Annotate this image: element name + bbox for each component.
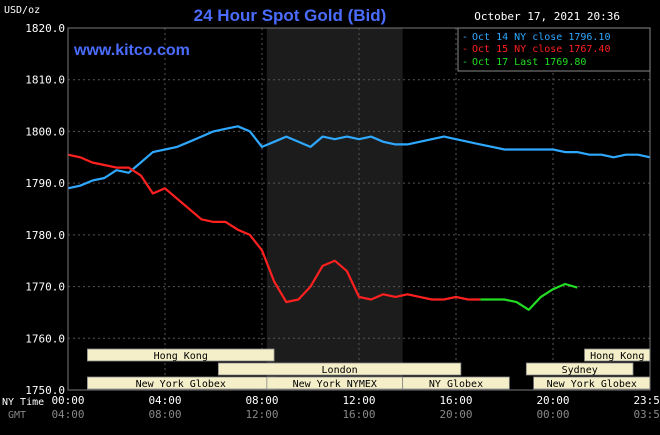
x-tick-label-gmt: 16:00 [342,408,375,421]
y-tick-label: 1780.0 [25,229,65,242]
legend-marker-oct15: - [462,44,468,55]
series-line-1 [67,153,481,304]
chart-title: 24 Hour Spot Gold (Bid) [194,6,387,25]
legend-item-oct17: Oct 17 Last 1769.80 [472,57,586,68]
y-axis-unit-label: USD/oz [4,5,40,16]
legend-marker-oct14: - [462,32,468,43]
x-tick-label-ny: 23:59 [633,394,660,407]
market-session-label: New York NYMEX [293,379,377,390]
market-session-label: Hong Kong [154,351,208,362]
x-tick-label-gmt: 00:00 [536,408,569,421]
market-session-bar [87,348,275,362]
x-tick-label-gmt: 12:00 [245,408,278,421]
x-tick-label-gmt: 04:00 [51,408,84,421]
y-tick-label: 1810.0 [25,74,65,87]
market-session-label: Sydney [562,365,598,376]
legend-item-oct14: Oct 14 NY close 1796.10 [472,32,610,43]
x-row-label-gmt: GMT [8,410,26,421]
chart-timestamp: October 17, 2021 20:36 [474,10,620,23]
market-session-label: NY Globex [429,379,483,390]
x-tick-label-ny: 12:00 [342,394,375,407]
plot-area-border [67,27,651,391]
market-session-bar [402,376,510,390]
series-line-2 [480,282,578,311]
y-tick-label: 1790.0 [25,177,65,190]
market-session-label: Hong Kong [590,351,644,362]
x-row-label-nytime: NY Time [2,397,44,408]
legend: Oct 14 NY close 1796.10 Oct 15 NY close … [457,27,651,72]
y-tick-label: 1750.0 [25,384,65,397]
y-tick-label: 1770.0 [25,281,65,294]
market-session-bar [525,362,634,376]
market-session-bar [217,362,462,376]
x-tick-label-ny: 08:00 [245,394,278,407]
y-tick-label: 1820.0 [25,22,65,35]
kitco-watermark: www.kitco.com [73,42,190,59]
x-tick-label-gmt: 20:00 [439,408,472,421]
shaded-session-band [266,28,403,390]
series-line-0 [67,125,651,190]
x-tick-label-ny: 00:00 [51,394,84,407]
y-tick-label: 1800.0 [25,125,65,138]
legend-box [457,27,651,72]
legend-item-oct15: Oct 15 NY close 1767.40 [472,44,610,55]
legend-marker-oct17: - [462,57,468,68]
x-tick-label-ny: 16:00 [439,394,472,407]
x-tick-label-gmt: 03:59 [633,408,660,421]
y-tick-label: 1760.0 [25,332,65,345]
x-tick-label-ny: 04:00 [148,394,181,407]
market-session-label: London [322,365,358,376]
x-tick-label-ny: 20:00 [536,394,569,407]
x-tick-label-gmt: 08:00 [148,408,181,421]
market-session-label: New York Globex [136,379,226,390]
market-session-label: New York Globex [547,379,637,390]
